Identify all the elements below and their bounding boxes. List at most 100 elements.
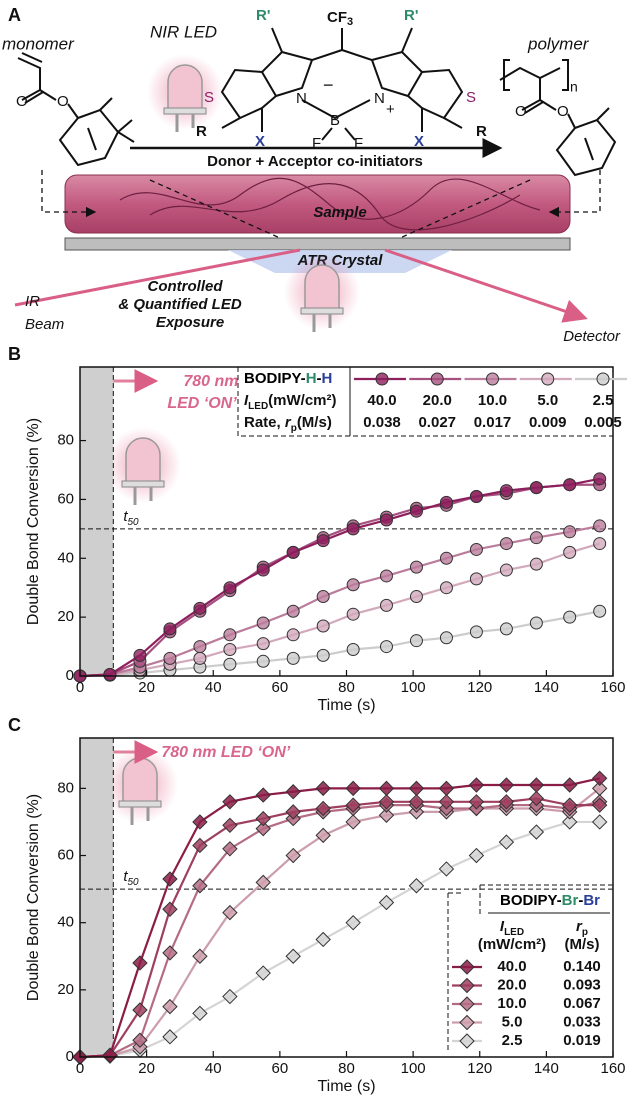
x-tick-label: 100 (401, 1060, 426, 1077)
legend-rate: Rate, rp(M/s) (244, 414, 332, 434)
marker (102, 1047, 118, 1064)
marker (528, 777, 545, 793)
marker (379, 598, 393, 612)
legend-intensity-part: LED (504, 927, 524, 938)
atom: CF3 (327, 9, 353, 28)
polymer-chains (149, 183, 521, 231)
marker (316, 534, 330, 548)
marker (255, 787, 271, 803)
marker (529, 616, 543, 630)
legend-rate-value: 0.019 (563, 1032, 601, 1049)
threshold-label-part: 50 (127, 516, 139, 527)
atom: B (330, 112, 340, 129)
marker (346, 643, 360, 657)
legend-rate-value: 0.140 (563, 958, 601, 975)
legend-title-part: - (317, 370, 322, 387)
marker (133, 648, 147, 662)
led-off-region (80, 367, 114, 676)
marker (132, 1032, 148, 1048)
marker (193, 651, 207, 665)
marker (593, 604, 607, 618)
legend-intensity-unit: (mW/cm²) (478, 936, 546, 953)
marker (345, 797, 361, 813)
led-label: NIR LED (150, 22, 217, 41)
marker (315, 931, 331, 948)
marker (285, 784, 301, 800)
legend-rate-part: (M/s) (297, 414, 332, 431)
marker (469, 572, 483, 586)
marker (430, 372, 444, 386)
marker (162, 1029, 178, 1045)
series-line (79, 483, 600, 678)
marker (285, 804, 301, 820)
marker (459, 996, 475, 1012)
x-tick-label: 60 (272, 679, 289, 696)
atom: R' (404, 7, 418, 24)
marker (316, 619, 330, 633)
marker (563, 525, 577, 539)
x-tick-label: 140 (534, 1060, 559, 1077)
atom: + (386, 101, 395, 118)
marker (379, 513, 393, 527)
monomer-label: monomer (2, 34, 75, 53)
x-tick-label: 20 (138, 679, 155, 696)
marker (561, 814, 578, 830)
legend-rate-unit: (M/s) (565, 936, 600, 953)
ir-beam (14, 248, 301, 307)
marker (223, 657, 237, 671)
y-tick-label: 80 (57, 432, 74, 449)
bodipy-structure (220, 27, 464, 141)
legend-rate-part: p (291, 423, 297, 434)
legend-rate-value: 0.017 (474, 414, 512, 431)
legend-title-part: BODIPY- (244, 370, 306, 387)
panel-label: C (8, 715, 21, 735)
marker (192, 948, 208, 964)
marker (561, 797, 578, 813)
legend-rate-value: 0.009 (529, 414, 567, 431)
marker (285, 948, 301, 964)
marker (499, 537, 513, 551)
marker (528, 824, 545, 840)
marker (345, 914, 361, 931)
marker (378, 894, 395, 911)
marker (459, 977, 475, 994)
marker (593, 537, 607, 551)
marker (459, 959, 475, 975)
marker (409, 634, 423, 648)
led-icon (282, 252, 362, 334)
marker (255, 820, 271, 837)
x-tick-label: 40 (205, 679, 222, 696)
marker (162, 998, 178, 1015)
marker (408, 780, 425, 797)
marker (345, 780, 361, 797)
marker (469, 542, 483, 556)
atom: R (476, 123, 487, 140)
x-tick-label: 80 (338, 679, 355, 696)
marker (103, 668, 117, 682)
marker (256, 563, 270, 577)
exposure-label: Controlled (148, 278, 224, 295)
atom: CF (327, 9, 347, 26)
marker (468, 794, 485, 810)
marker (593, 472, 607, 486)
detector-beam (384, 248, 588, 323)
marker (192, 814, 208, 830)
marker (346, 607, 360, 621)
y-tick-label: 80 (57, 779, 74, 796)
panel-label: B (8, 344, 21, 364)
arrow-label: Donor + Acceptor co-initiators (207, 153, 423, 170)
legend-intensity-part: LED (248, 401, 268, 412)
marker (591, 770, 608, 787)
polymer-structure (499, 59, 617, 177)
atom: F (312, 135, 321, 152)
marker (439, 495, 453, 509)
threshold-label: t50 (123, 508, 139, 528)
marker (408, 794, 425, 810)
legend-intensity: ILED(mW/cm²) (244, 392, 337, 412)
marker (469, 489, 483, 503)
marker (315, 800, 331, 817)
marker (193, 640, 207, 654)
legend-intensity-part: I (244, 392, 249, 409)
x-tick-label: 60 (272, 1060, 289, 1077)
